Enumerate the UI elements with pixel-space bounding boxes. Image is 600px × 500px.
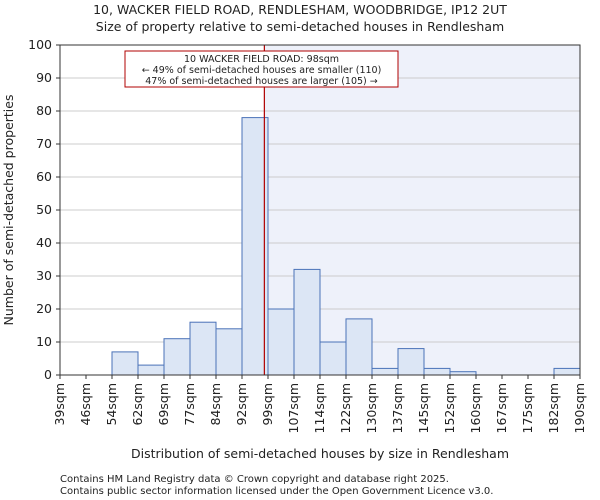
chart-title-line1: 10, WACKER FIELD ROAD, RENDLESHAM, WOODB… [93, 2, 507, 17]
plot-frame [59, 44, 581, 376]
y-tick-label: 40 [36, 235, 52, 250]
x-tick-label: 160sqm [468, 383, 483, 433]
histogram-bar [215, 328, 243, 376]
x-tick-label: 39sqm [52, 383, 67, 426]
y-tick-label: 100 [28, 37, 52, 52]
x-tick-label: 122sqm [338, 383, 353, 433]
y-tick-label: 50 [36, 202, 52, 217]
footer-line2: Contains public sector information licen… [60, 486, 493, 497]
x-tick-label: 182sqm [546, 383, 561, 433]
x-tick-label: 137sqm [390, 383, 405, 433]
y-axis-label: Number of semi-detached properties [1, 95, 16, 326]
histogram-bar [137, 364, 165, 376]
histogram-bar [241, 117, 269, 376]
x-tick-label: 92sqm [234, 383, 249, 426]
x-tick-label: 190sqm [572, 383, 587, 433]
y-tick-label: 80 [36, 103, 52, 118]
annotation-line1: 10 WACKER FIELD ROAD: 98sqm [184, 54, 339, 65]
x-tick-label: 107sqm [286, 383, 301, 433]
y-tick-label: 90 [36, 70, 52, 85]
annotation-line3: 47% of semi-detached houses are larger (… [145, 76, 378, 87]
histogram-bar [267, 308, 295, 376]
x-tick-label: 175sqm [520, 383, 535, 433]
y-tick-label: 70 [36, 136, 52, 151]
x-tick-label: 69sqm [156, 383, 171, 426]
y-tick-label: 0 [44, 367, 52, 382]
y-tick-label: 20 [36, 301, 52, 316]
histogram-bar [189, 321, 217, 376]
x-tick-label: 46sqm [78, 383, 93, 426]
y-tick-label: 30 [36, 268, 52, 283]
histogram-bar [319, 341, 347, 376]
y-tick-label: 10 [36, 334, 52, 349]
histogram-bar [553, 367, 581, 376]
histogram-bar [345, 318, 373, 376]
x-tick-label: 152sqm [442, 383, 457, 433]
x-tick-label: 167sqm [494, 383, 509, 433]
x-tick-label: 77sqm [182, 383, 197, 426]
x-tick-label: 99sqm [260, 383, 275, 426]
histogram-bar [371, 367, 399, 376]
histogram-bar [423, 367, 451, 376]
x-tick-label: 114sqm [312, 383, 327, 433]
x-tick-label: 62sqm [130, 383, 145, 426]
annotation-line2: ← 49% of semi-detached houses are smalle… [142, 65, 382, 76]
annotation-box [124, 50, 399, 88]
chart-title-line2: Size of property relative to semi-detach… [96, 19, 504, 34]
y-tick-label: 60 [36, 169, 52, 184]
x-tick-label: 145sqm [416, 383, 431, 433]
x-tick-label: 84sqm [208, 383, 223, 426]
histogram-bar [163, 338, 191, 376]
histogram-bar [111, 351, 139, 376]
x-tick-label: 54sqm [104, 383, 119, 426]
histogram-bar [293, 268, 321, 376]
x-axis-label: Distribution of semi-detached houses by … [131, 446, 509, 461]
histogram-bar [397, 348, 425, 376]
footer-line1: Contains HM Land Registry data © Crown c… [60, 474, 449, 485]
x-tick-label: 130sqm [364, 383, 379, 433]
